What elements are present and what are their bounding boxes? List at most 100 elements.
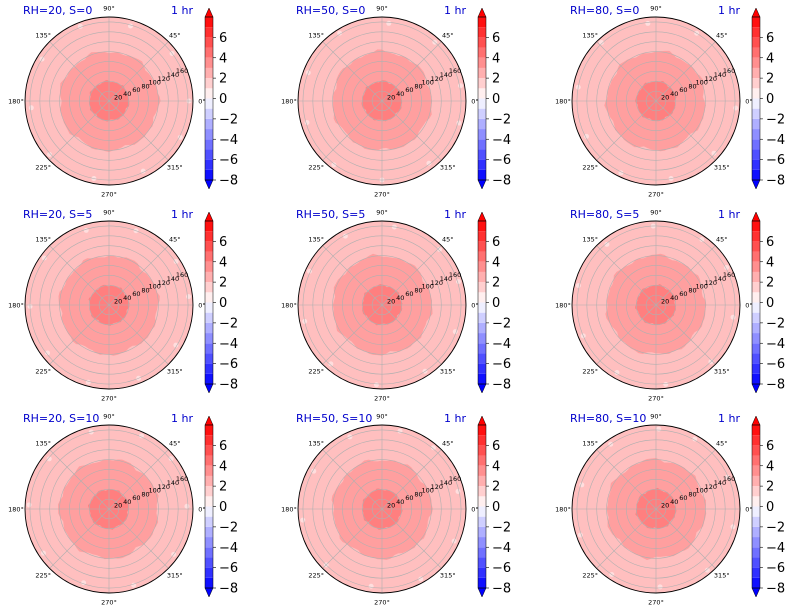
angular-tick-label: 90° bbox=[376, 5, 388, 13]
radial-tick-label: 20 bbox=[114, 502, 122, 510]
colorbar-segment bbox=[205, 78, 213, 89]
angular-gridline bbox=[322, 508, 383, 569]
radial-tick-label: 20 bbox=[387, 298, 395, 306]
radial-tick-label: 100 bbox=[421, 79, 433, 87]
colorbar-segment bbox=[205, 516, 213, 527]
angular-gridline bbox=[49, 449, 110, 510]
angular-tick-label: 45° bbox=[442, 440, 454, 448]
radial-tick-label: 80 bbox=[688, 82, 696, 90]
colorbar-tick-label: 0 bbox=[219, 500, 227, 515]
colorbar-segment bbox=[752, 577, 760, 588]
colorbar-segment bbox=[478, 17, 486, 28]
colorbar-segment bbox=[478, 159, 486, 170]
colorbar-tick-label: 4 bbox=[492, 51, 500, 66]
radial-tick-label: 40 bbox=[123, 294, 131, 302]
colorbar-segment bbox=[205, 353, 213, 364]
angular-tick-label: 45° bbox=[169, 440, 181, 448]
colorbar-tick-label: −4 bbox=[492, 541, 511, 556]
panel-time-label: 1 hr bbox=[444, 412, 466, 425]
angular-tick-label: 315° bbox=[714, 571, 730, 579]
contour-speckle bbox=[45, 350, 51, 356]
colorbar-segment bbox=[205, 567, 213, 578]
radial-tick-label: 80 bbox=[141, 490, 149, 498]
colorbar-segment bbox=[205, 27, 213, 38]
radial-tick-label: 60 bbox=[132, 494, 140, 502]
angular-gridline bbox=[108, 508, 169, 569]
colorbar-segment bbox=[478, 169, 486, 180]
colorbar-tick-label: 0 bbox=[766, 92, 774, 107]
polar-frame bbox=[297, 424, 467, 594]
colorbar-segment bbox=[205, 129, 213, 140]
colorbar-segment bbox=[478, 455, 486, 466]
colorbar-segment bbox=[752, 322, 760, 334]
angular-tick-label: 270° bbox=[374, 395, 390, 403]
angular-tick-label: 270° bbox=[648, 395, 664, 403]
radial-tick-label: 40 bbox=[396, 90, 404, 98]
panel-title: RH=20, S=10 bbox=[23, 412, 100, 425]
radial-tick-label: 60 bbox=[405, 86, 413, 94]
radial-tick-label: 40 bbox=[670, 294, 678, 302]
radial-tick-label: 100 bbox=[148, 283, 160, 291]
colorbar: 6 4 2 0 −2 −4 −6 −8 bbox=[751, 7, 785, 190]
radial-tick-label: 160 bbox=[176, 271, 188, 279]
radial-tick-label: 80 bbox=[688, 490, 696, 498]
colorbar-segment bbox=[752, 292, 760, 303]
colorbar-segment bbox=[205, 435, 213, 446]
panel-time-label: 1 hr bbox=[171, 4, 193, 17]
polar-panel: 0° 45° 90° 135° 180° 225° 270° 315° 20 40 60 80 100 1… bbox=[273, 0, 535, 204]
colorbar-segment bbox=[478, 47, 486, 58]
colorbar-tick-label: 6 bbox=[492, 31, 500, 46]
colorbar-segment bbox=[752, 129, 760, 140]
colorbar-segment bbox=[205, 557, 213, 568]
angular-tick-label: 135° bbox=[582, 32, 598, 40]
contour-speckle bbox=[300, 517, 306, 523]
colorbar-tick-label: 6 bbox=[219, 31, 227, 46]
colorbar-extend-max bbox=[477, 7, 487, 18]
colorbar-segment bbox=[205, 577, 213, 588]
colorbar-segment bbox=[205, 302, 213, 313]
colorbar-tick-label: 6 bbox=[492, 439, 500, 454]
colorbar-segment bbox=[752, 169, 760, 180]
radial-tick-label: 160 bbox=[723, 475, 735, 483]
contour-speckle bbox=[184, 503, 190, 509]
contour-speckle bbox=[430, 445, 436, 451]
colorbar-segment bbox=[205, 149, 213, 160]
colorbar-tick-label: 2 bbox=[492, 72, 500, 87]
colorbar-extend-max bbox=[751, 211, 761, 222]
angular-tick-label: 315° bbox=[440, 571, 456, 579]
colorbar-segment bbox=[205, 159, 213, 170]
contour-speckle bbox=[458, 83, 464, 89]
colorbar-segment bbox=[752, 557, 760, 568]
colorbar-segment bbox=[205, 506, 213, 517]
angular-tick-label: 225° bbox=[35, 163, 51, 171]
colorbar-segment bbox=[752, 312, 760, 323]
angular-tick-label: 270° bbox=[374, 191, 390, 199]
angular-tick-label: 225° bbox=[35, 367, 51, 375]
contour-speckle bbox=[584, 133, 590, 139]
angular-gridline bbox=[108, 245, 169, 306]
angular-gridline bbox=[49, 508, 110, 569]
colorbar-segment bbox=[205, 98, 213, 109]
colorbar-extend-max bbox=[204, 211, 214, 222]
colorbar: 6 4 2 0 −2 −4 −6 −8 bbox=[204, 211, 238, 394]
angular-gridline bbox=[381, 41, 442, 102]
contour-speckle bbox=[177, 134, 183, 140]
colorbar-tick-label: 4 bbox=[492, 255, 500, 270]
colorbar-tick-label: −4 bbox=[766, 541, 785, 556]
angular-tick-label: 180° bbox=[281, 506, 297, 514]
colorbar-segment bbox=[752, 506, 760, 517]
angular-tick-label: 135° bbox=[35, 440, 51, 448]
polar-plot: 0°45°90°135°180°225°270°315°20 40 60 801001… bbox=[8, 5, 238, 199]
colorbar-segment bbox=[205, 537, 213, 548]
colorbar-segment bbox=[478, 57, 486, 68]
colorbar-extend-min bbox=[751, 587, 761, 598]
colorbar-tick-label: 0 bbox=[219, 92, 227, 107]
colorbar-segment bbox=[752, 302, 760, 313]
colorbar-segment bbox=[752, 108, 760, 119]
angular-gridline bbox=[655, 100, 716, 161]
contour-speckle bbox=[46, 456, 52, 462]
colorbar-segment bbox=[205, 465, 213, 476]
colorbar-tick-label: 4 bbox=[219, 459, 227, 474]
angular-tick-label: 0° bbox=[471, 302, 478, 310]
angular-gridline bbox=[49, 304, 110, 365]
